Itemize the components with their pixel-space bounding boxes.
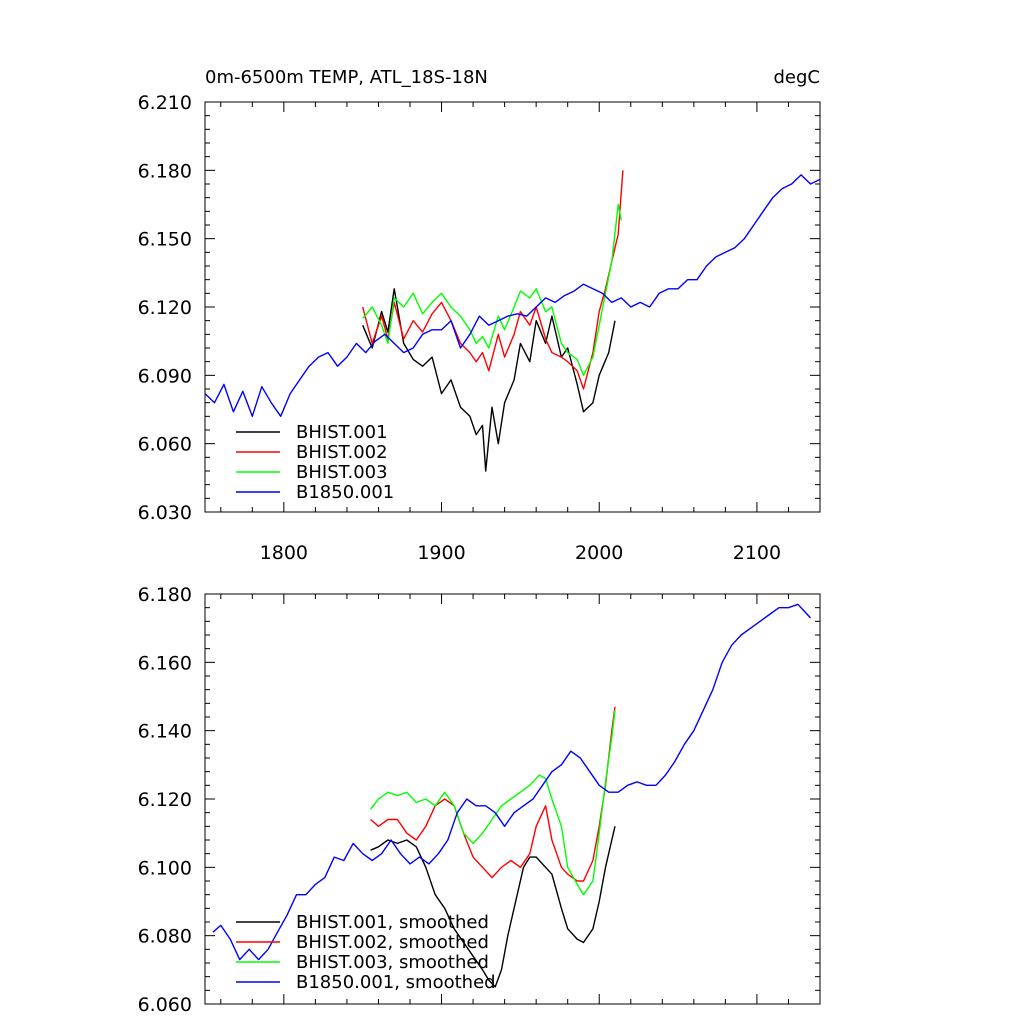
bottom-panel: 6.060 6.080 6.100 6.120 6.140 6.160 6.180 BHIS… xyxy=(138,584,821,1016)
top-axis-ticks xyxy=(205,101,821,513)
top-y-tick-labels: 6.030 6.060 6.090 6.120 6.150 6.180 6.210 xyxy=(138,92,192,524)
top-panel-units: degC xyxy=(774,67,821,88)
top-y-tick-label: 6.120 xyxy=(138,297,192,319)
top-y-tick-label: 6.210 xyxy=(138,92,192,114)
top-series xyxy=(204,170,821,472)
bottom-series xyxy=(212,603,812,988)
bottom-y-tick-label: 6.180 xyxy=(138,584,192,606)
bottom-y-tick-label: 6.080 xyxy=(138,926,192,948)
top-y-tick-label: 6.150 xyxy=(138,229,192,251)
top-y-tick-label: 6.090 xyxy=(138,365,192,387)
bottom-legend-label-bhist-003-smoothed: BHIST.003, smoothed xyxy=(296,952,489,973)
top-y-tick-label: 6.030 xyxy=(138,502,192,524)
top-y-tick-label: 6.180 xyxy=(138,160,192,182)
top-legend-label-bhist-003: BHIST.003 xyxy=(296,462,388,483)
top-series-bhist-001 xyxy=(362,288,616,472)
top-panel-title: 0m-6500m TEMP, ATL_18S-18N xyxy=(205,67,488,88)
bottom-series-b1850-001-smoothed xyxy=(212,603,812,961)
bottom-series-bhist-002-smoothed xyxy=(370,706,616,882)
bottom-legend-label-bhist-002-smoothed: BHIST.002, smoothed xyxy=(296,932,489,953)
top-series-b1850-001 xyxy=(204,174,821,417)
top-x-tick-label: 1800 xyxy=(260,542,308,564)
top-legend-label-b1850-001: B1850.001 xyxy=(296,482,394,503)
top-y-tick-label: 6.060 xyxy=(138,434,192,456)
bottom-legend-label-b1850-001-smoothed: B1850.001, smoothed xyxy=(296,972,496,993)
top-x-tick-label: 2100 xyxy=(733,542,781,564)
top-x-tick-label: 1900 xyxy=(417,542,465,564)
top-x-tick-label: 2000 xyxy=(575,542,623,564)
top-panel: 0m-6500m TEMP, ATL_18S-18N degC 6.0306.0… xyxy=(138,67,821,564)
bottom-legend-label-bhist-001-smoothed: BHIST.001, smoothed xyxy=(296,912,489,933)
bottom-y-tick-labels: 6.060 6.080 6.100 6.120 6.140 6.160 6.180 xyxy=(138,584,192,1016)
top-x-tick-labels: 1800 1900 2000 2100 xyxy=(260,542,781,564)
bottom-y-tick-label: 6.120 xyxy=(138,789,192,811)
bottom-y-tick-label: 6.140 xyxy=(138,721,192,743)
bottom-y-tick-label: 6.100 xyxy=(138,857,192,879)
top-legend-label-bhist-002: BHIST.002 xyxy=(296,442,388,463)
bottom-y-tick-label: 6.160 xyxy=(138,652,192,674)
top-legend-label-bhist-001: BHIST.001 xyxy=(296,422,388,443)
top-series-bhist-002 xyxy=(362,170,624,390)
bottom-y-tick-label: 6.060 xyxy=(138,994,192,1016)
top-series-bhist-003 xyxy=(362,203,622,376)
bottom-series-bhist-003-smoothed xyxy=(370,710,616,896)
bottom-axis-ticks xyxy=(205,593,821,1005)
bottom-series-bhist-001-smoothed xyxy=(370,826,616,988)
